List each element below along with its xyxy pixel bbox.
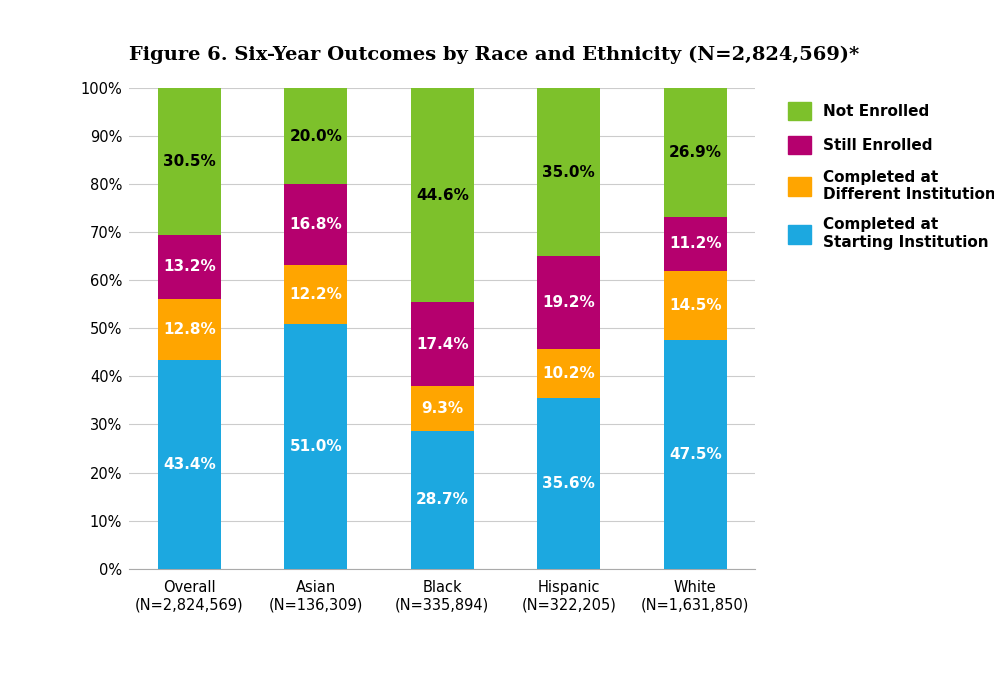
Bar bbox=[158, 89, 221, 235]
Text: 47.5%: 47.5% bbox=[669, 447, 722, 462]
Bar bbox=[537, 88, 600, 256]
Text: 9.3%: 9.3% bbox=[421, 401, 463, 416]
Text: 14.5%: 14.5% bbox=[669, 298, 722, 313]
Text: 30.5%: 30.5% bbox=[163, 154, 216, 169]
Bar bbox=[664, 87, 727, 217]
Bar bbox=[284, 265, 348, 324]
Text: 12.2%: 12.2% bbox=[289, 287, 342, 302]
Text: 43.4%: 43.4% bbox=[163, 457, 216, 472]
Text: 28.7%: 28.7% bbox=[415, 492, 469, 507]
Bar bbox=[158, 360, 221, 569]
Bar bbox=[664, 341, 727, 569]
Text: 10.2%: 10.2% bbox=[543, 366, 595, 380]
Text: 26.9%: 26.9% bbox=[669, 145, 722, 160]
Bar bbox=[411, 88, 474, 303]
Text: 17.4%: 17.4% bbox=[416, 336, 468, 352]
Text: 19.2%: 19.2% bbox=[543, 295, 595, 310]
Bar bbox=[284, 184, 348, 265]
Text: 11.2%: 11.2% bbox=[669, 236, 722, 251]
Text: Figure 6. Six-Year Outcomes by Race and Ethnicity (N=2,824,569)*: Figure 6. Six-Year Outcomes by Race and … bbox=[129, 46, 860, 64]
Bar bbox=[284, 324, 348, 569]
Bar bbox=[537, 349, 600, 397]
Bar bbox=[411, 386, 474, 431]
Text: 35.6%: 35.6% bbox=[543, 476, 595, 491]
Text: 51.0%: 51.0% bbox=[289, 439, 342, 454]
Bar bbox=[537, 256, 600, 349]
Bar bbox=[664, 271, 727, 341]
Text: 44.6%: 44.6% bbox=[415, 188, 469, 202]
Bar bbox=[411, 431, 474, 569]
Bar bbox=[284, 88, 348, 184]
Legend: Not Enrolled, Still Enrolled, Completed at
Different Institution, Completed at
S: Not Enrolled, Still Enrolled, Completed … bbox=[782, 95, 994, 256]
Text: 13.2%: 13.2% bbox=[163, 259, 216, 274]
Bar bbox=[158, 299, 221, 360]
Text: 12.8%: 12.8% bbox=[163, 322, 216, 336]
Text: 20.0%: 20.0% bbox=[289, 129, 342, 144]
Bar bbox=[537, 397, 600, 569]
Text: 35.0%: 35.0% bbox=[543, 165, 595, 179]
Bar bbox=[664, 217, 727, 271]
Bar bbox=[158, 235, 221, 299]
Text: 16.8%: 16.8% bbox=[289, 217, 342, 232]
Bar bbox=[411, 303, 474, 386]
